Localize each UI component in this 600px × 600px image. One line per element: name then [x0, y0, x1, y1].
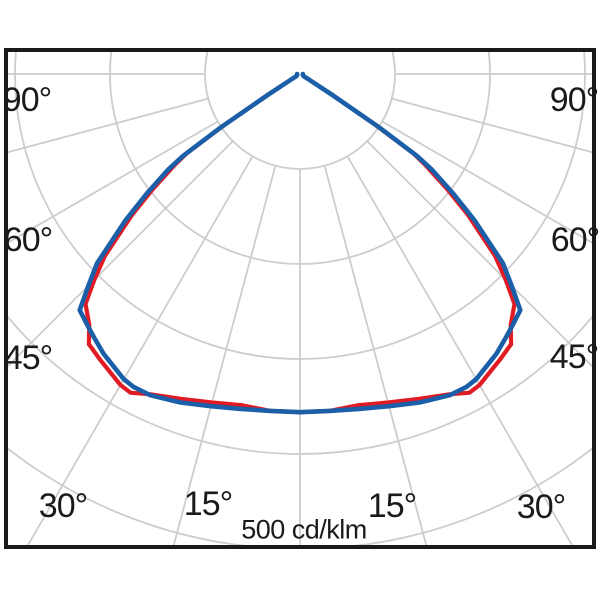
- angle-label-left-60: 60°: [3, 221, 53, 259]
- grid-spoke-left-60: [8, 120, 219, 244]
- angle-label-left-30: 30°: [38, 487, 88, 525]
- grid-spoke-left-15: [172, 165, 277, 545]
- angle-label-left-45: 45°: [3, 339, 53, 377]
- grid-spoke-left-75: [8, 97, 209, 154]
- intensity-scale-caption: 500 cd/klm: [241, 514, 367, 545]
- grid-spoke-right-45: [366, 140, 592, 368]
- grid-spoke-right-30: [346, 155, 573, 545]
- angle-label-right-60: 60°: [550, 221, 600, 259]
- chart-frame: [4, 48, 596, 549]
- grid-spoke-right-75: [391, 97, 592, 154]
- angle-label-right-45: 45°: [549, 338, 599, 376]
- grid-spoke-left-45: [8, 140, 234, 368]
- angle-label-left-15: 15°: [183, 485, 233, 523]
- blue-curve: [77, 71, 523, 415]
- grid-ring-100: [204, 52, 396, 170]
- grid-spoke-left-30: [27, 155, 254, 545]
- angle-label-right-90: 90°: [549, 81, 599, 119]
- grid-spoke-right-60: [381, 120, 592, 244]
- angle-label-left-90: 90°: [2, 81, 52, 119]
- angle-label-right-30: 30°: [516, 488, 566, 526]
- grid-spoke-right-15: [323, 165, 428, 545]
- angle-label-right-15: 15°: [367, 487, 417, 525]
